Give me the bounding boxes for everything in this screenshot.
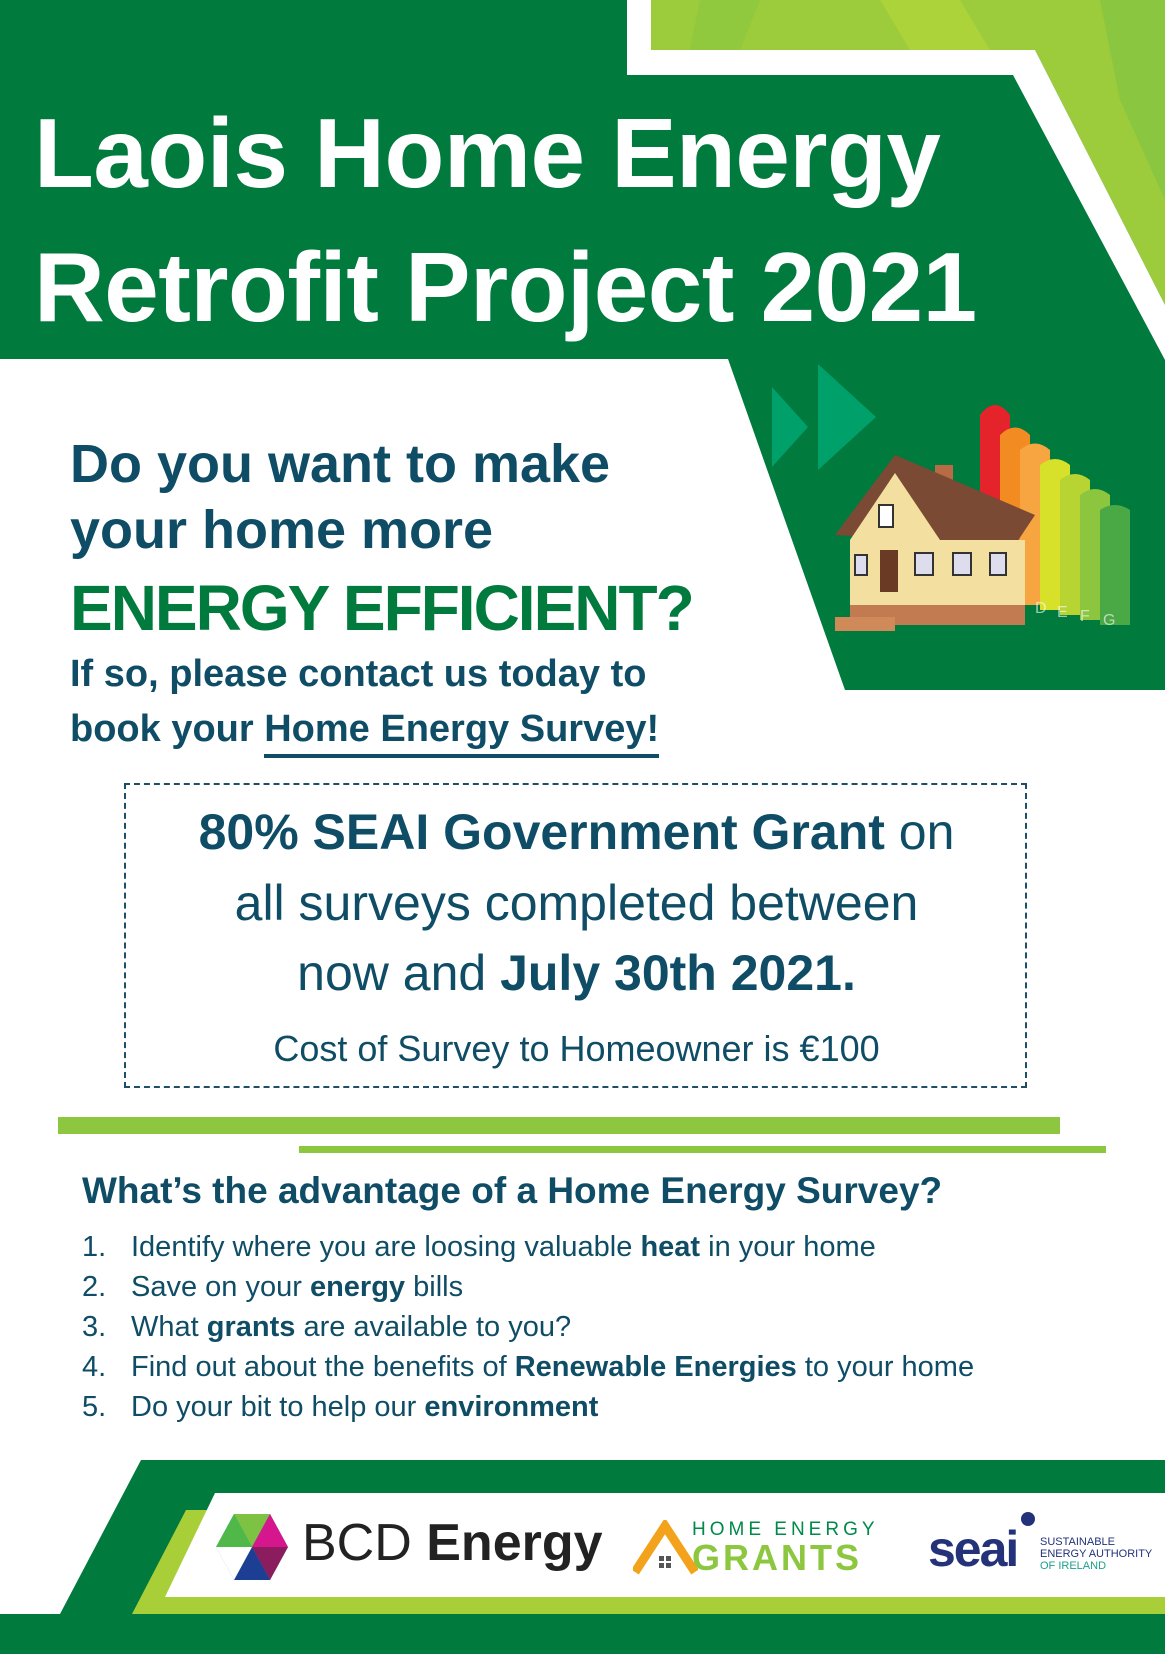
list-text: in your home xyxy=(700,1231,876,1263)
seai-line3: OF IRELAND xyxy=(1040,1560,1107,1572)
list-number: 2. xyxy=(82,1271,107,1303)
list-bold: grants xyxy=(206,1311,296,1343)
list-item: 3. What grants are available to you? xyxy=(82,1313,571,1342)
bcd-energy-logo-icon xyxy=(216,1514,288,1580)
question-highlight: ENERGY EFFICIENT? xyxy=(70,572,695,644)
survey-cost: Cost of Survey to Homeowner is €100 xyxy=(273,1028,880,1069)
rating-label-d: D xyxy=(1035,600,1047,617)
seai-line1: SUSTAINABLE xyxy=(1040,1536,1115,1548)
bcd-logo-text: BCD xyxy=(302,1514,427,1572)
page-title-line2: Retrofit Project 2021 xyxy=(34,232,977,342)
bcd-energy-logo: BCD Energy xyxy=(302,1517,603,1569)
grant-line3: now and July 30th 2021. xyxy=(124,948,1029,998)
seai-line2: ENERGY AUTHORITY xyxy=(1040,1548,1153,1560)
question-line2: your home more xyxy=(70,500,494,560)
grant-line1: 80% SEAI Government Grant on xyxy=(124,807,1029,857)
list-text: are available to you? xyxy=(295,1311,572,1343)
seai-logo-text: SUSTAINABLE ENERGY AUTHORITY OF IRELAND xyxy=(1040,1536,1152,1572)
home-energy-grants-house-icon xyxy=(633,1520,698,1575)
arrow-icon xyxy=(818,364,876,470)
grant-deadline: July 30th 2021. xyxy=(500,945,856,1001)
list-number: 4. xyxy=(82,1351,107,1383)
arrow-icon xyxy=(772,387,808,467)
list-number: 5. xyxy=(82,1391,107,1423)
list-number: 1. xyxy=(82,1231,107,1263)
grant-line2: all surveys completed between xyxy=(234,875,919,931)
grant-info-box xyxy=(124,783,1027,1088)
rating-label-e: E xyxy=(1057,604,1068,621)
energy-rating-bars xyxy=(980,405,1130,625)
question-line4: If so, please contact us today to xyxy=(70,653,647,695)
list-item: 4. Find out about the benefits of Renewab… xyxy=(82,1353,974,1382)
advantages-heading: What’s the advantage of a Home Energy Su… xyxy=(82,1170,943,1211)
question-line5: book your Home Energy Survey! xyxy=(70,708,660,758)
heg-logo-top: HOME ENERGY xyxy=(692,1519,879,1540)
list-text: bills xyxy=(405,1271,464,1303)
page-title-line1: Laois Home Energy xyxy=(34,98,941,208)
rating-label-f: F xyxy=(1080,608,1090,625)
heg-logo-bottom: GRANTS xyxy=(692,1537,862,1578)
rating-label-g: G xyxy=(1103,612,1115,629)
house-energy-rating-illustration: D E F G xyxy=(835,405,1130,631)
list-text: Find out about the benefits of xyxy=(131,1351,515,1383)
list-item: 2. Save on your energy bills xyxy=(82,1273,463,1302)
question-line5-prefix: book your xyxy=(70,708,265,750)
seai-logo: seai xyxy=(928,1521,1019,1577)
list-text: Do your bit to help our xyxy=(131,1391,425,1423)
list-number: 3. xyxy=(82,1311,107,1343)
list-bold: energy xyxy=(309,1271,406,1303)
list-text: Save on your xyxy=(131,1271,310,1303)
list-item: 1. Identify where you are loosing valuabl… xyxy=(82,1233,876,1262)
home-energy-survey-link[interactable]: Home Energy Survey! xyxy=(264,708,660,758)
house xyxy=(835,455,1035,631)
grant-amount: 80% SEAI Government Grant xyxy=(198,804,885,860)
list-item: 5. Do your bit to help our environment xyxy=(82,1393,598,1422)
list-bold: heat xyxy=(640,1231,701,1263)
bcd-logo-text-bold: Energy xyxy=(426,1514,603,1572)
list-bold: environment xyxy=(424,1391,599,1423)
seai-logo-dot-icon xyxy=(1021,1512,1035,1526)
divider-bar xyxy=(58,1117,1060,1134)
question-line1: Do you want to make xyxy=(70,434,611,494)
list-bold: Renewable Energies xyxy=(514,1351,797,1383)
list-text: Identify where you are loosing valuable xyxy=(131,1231,641,1263)
grant-line3-prefix: now and xyxy=(297,945,501,1001)
divider-bar xyxy=(299,1146,1106,1153)
list-text: What xyxy=(131,1311,207,1343)
grant-line1-rest: on xyxy=(884,804,955,860)
list-text: to your home xyxy=(796,1351,975,1383)
